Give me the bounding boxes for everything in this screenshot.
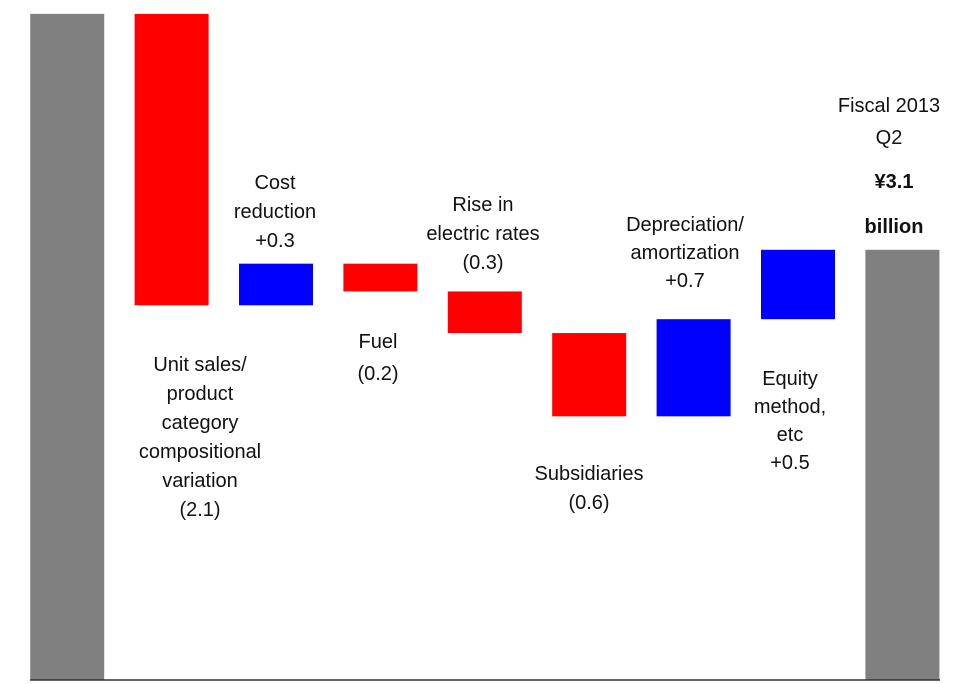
category-label-line: product [167, 383, 234, 405]
category-label-line: Unit sales/ [153, 354, 247, 376]
category-label-line: Subsidiaries [535, 463, 644, 485]
category-label: Subsidiaries [535, 463, 644, 485]
value-label-line: (0.3) [462, 252, 503, 274]
bar [865, 249, 940, 681]
category-label-line: variation [162, 470, 238, 492]
category-label-line: reduction [234, 201, 316, 223]
value-label: (0.3) [462, 252, 503, 274]
value-label: +0.3 [255, 230, 294, 252]
value-label: (2.1) [179, 499, 220, 521]
value-label-line: ¥3.1 [875, 171, 914, 193]
bar [552, 333, 627, 417]
category-label: Equity method, etc [754, 368, 826, 446]
value-label-line: (0.2) [357, 363, 398, 385]
bar [447, 291, 522, 334]
value-label: (0.2) [357, 363, 398, 385]
value-label-line: +0.7 [665, 270, 704, 292]
category-label: Fiscal 2013 Q2 [838, 95, 940, 149]
category-label-line: Fuel [359, 331, 398, 353]
value-label: +0.7 [665, 270, 704, 292]
bar [239, 263, 313, 306]
bar [134, 13, 209, 306]
category-label: Depreciation/amortization [626, 214, 744, 264]
bar [656, 319, 731, 417]
category-label-line: etc [777, 424, 804, 446]
value-label-line: +0.3 [255, 230, 294, 252]
category-label-line: Fiscal 2013 [838, 95, 940, 117]
category-label-line: Cost [254, 172, 296, 194]
value-label-line: billion [865, 216, 924, 238]
bar [761, 249, 835, 320]
bar [30, 13, 105, 680]
value-label: +0.5 [770, 452, 809, 474]
category-label-line: Q2 [876, 127, 903, 149]
category-label-line: category [162, 412, 239, 434]
category-label: Fuel [359, 331, 398, 353]
value-label: (0.6) [568, 492, 609, 514]
category-label-line: Depreciation/ [626, 214, 744, 236]
category-label: Rise in electric rates [426, 194, 539, 245]
value-label-line: +0.5 [770, 452, 809, 474]
category-label-line: compositional [139, 441, 261, 463]
bar [343, 263, 418, 292]
category-label-line: Equity [762, 368, 818, 390]
value-label-line: (0.6) [568, 492, 609, 514]
category-label-line: Rise in [452, 194, 513, 216]
value-label-line: (2.1) [179, 499, 220, 521]
category-label: Cost reduction [234, 172, 316, 223]
category-label-line: method, [754, 396, 826, 418]
category-label: Unit sales/product category compositional v… [139, 354, 261, 492]
category-label-line: electric rates [426, 223, 539, 245]
value-label: ¥3.1 billion [865, 171, 924, 238]
category-label-line: amortization [631, 242, 740, 264]
